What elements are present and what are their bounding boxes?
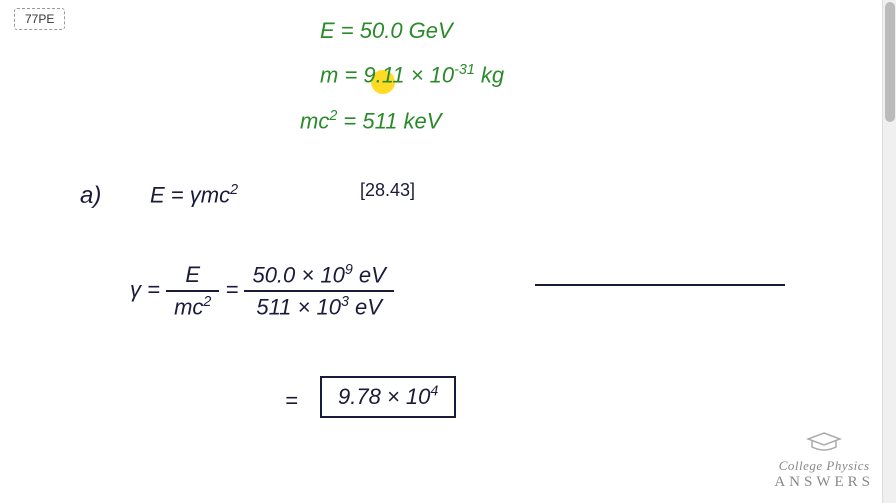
given-mass: m = 9.11 × 10-31 kg	[320, 62, 504, 88]
part-a-label: a)	[80, 182, 101, 210]
frac-den-exp: 2	[203, 294, 211, 310]
graduation-cap-icon	[774, 431, 874, 458]
equation-energy: E = γmc2	[150, 182, 238, 208]
gamma-lhs: γ =	[130, 277, 166, 302]
frac2-num: 50.0 × 109 eV	[244, 262, 393, 292]
mc-label: mc	[300, 108, 329, 133]
equals-sign: =	[225, 277, 244, 302]
result-value: 9.78 × 104	[338, 384, 438, 409]
page-tag: 77PE	[14, 8, 65, 30]
result-equals: =	[285, 388, 298, 414]
frac-symbolic: E mc2	[166, 262, 219, 320]
scrollbar-thumb[interactable]	[885, 2, 895, 122]
eq-energy-text: E = γmc	[150, 182, 230, 207]
given-energy: E = 50.0 GeV	[320, 18, 453, 44]
frac2-den-val: 511 × 10	[256, 295, 341, 320]
equation-ref: [28.43]	[360, 180, 415, 201]
frac2-den-exp: 3	[341, 294, 349, 310]
fraction-line-extension	[535, 284, 785, 286]
frac2-num-val: 50.0 × 10	[252, 262, 344, 287]
frac-num: E	[166, 262, 219, 292]
mass-unit: kg	[475, 62, 504, 87]
frac2-den: 511 × 103 eV	[244, 292, 393, 320]
frac-den-pre: mc	[174, 294, 203, 319]
mc-value: = 511 keV	[337, 108, 441, 133]
scroll-down-icon[interactable]	[885, 491, 895, 501]
frac-numeric: 50.0 × 109 eV 511 × 103 eV	[244, 262, 393, 321]
gamma-equation: γ = E mc2 = 50.0 × 109 eV 511 × 103 eV	[130, 262, 394, 321]
logo-text-bottom: ANSWERS	[774, 474, 874, 491]
mass-exp: -31	[454, 62, 475, 78]
answer-box: 9.78 × 104	[320, 376, 456, 418]
result-mantissa: 9.78 × 10	[338, 384, 430, 409]
scrollbar[interactable]	[882, 0, 896, 503]
eq-energy-exp: 2	[230, 182, 238, 198]
frac2-num-exp: 9	[345, 262, 353, 278]
mass-value: 9.11 × 10	[363, 62, 454, 87]
result-exp: 4	[430, 384, 438, 400]
frac2-num-unit: eV	[353, 262, 386, 287]
mass-label: m =	[320, 62, 363, 87]
frac2-den-unit: eV	[349, 295, 382, 320]
brand-logo: College Physics ANSWERS	[774, 431, 874, 491]
given-rest-energy: mc2 = 511 keV	[300, 108, 441, 134]
logo-text-top: College Physics	[774, 458, 874, 474]
frac-den: mc2	[166, 292, 219, 320]
